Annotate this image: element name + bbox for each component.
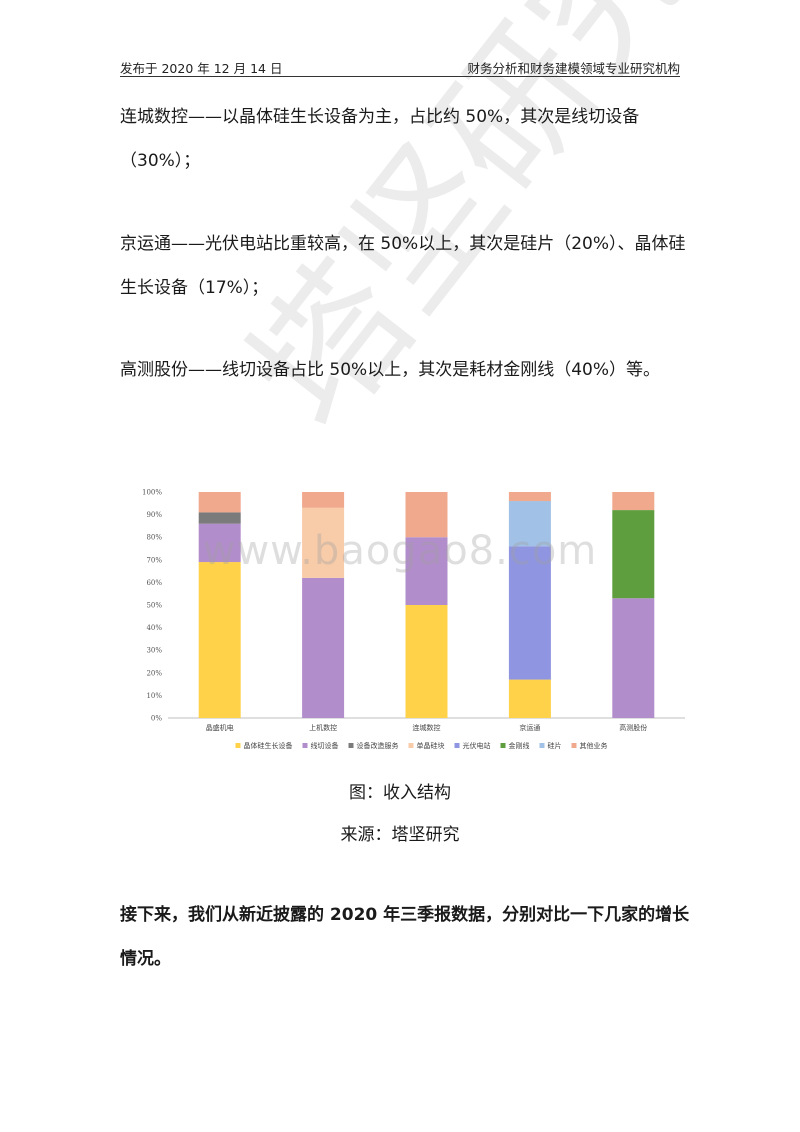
- y-tick-label: 10%: [146, 692, 162, 700]
- paragraph-gaoce: 高测股份——线切设备占比 50%以上，其次是耗材金刚线（40%）等。: [120, 360, 660, 380]
- category-label: 京运通: [519, 723, 540, 732]
- legend-swatch: [571, 743, 577, 748]
- y-tick-label: 100%: [142, 489, 162, 497]
- revenue-structure-chart: 0% 10% 20% 30% 40% 50% 60% 70% 80% 90% 100% 晶盛机电 上机数…: [142, 489, 685, 750]
- legend-label: 晶体硅生长设备: [244, 741, 293, 750]
- bar-segment: [405, 492, 448, 538]
- y-tick-label: 90%: [146, 511, 162, 519]
- legend-swatch: [235, 743, 241, 748]
- legend-label: 金刚线: [509, 741, 530, 750]
- legend-swatch: [408, 743, 414, 748]
- paragraph-jingyuntong: 京运通——光伏电站比重较高，在 50%以上，其次是硅片（20%）、晶体硅生长设备…: [120, 234, 686, 298]
- legend-label: 线切设备: [311, 741, 339, 750]
- bar-segment: [198, 492, 241, 513]
- y-tick-label: 60%: [146, 579, 162, 587]
- organization-name: 财务分析和财务建模领域专业研究机构: [467, 61, 680, 76]
- figure-caption: 图：收入结构: [349, 783, 451, 803]
- figure-source: 来源：塔坚研究: [340, 825, 460, 845]
- closing-paragraph: 接下来，我们从新近披露的 2020 年三季报数据，分别对比一下几家的增长情况。: [120, 905, 690, 969]
- publish-date: 发布于 2020 年 12 月 14 日: [120, 61, 283, 76]
- page-header: 发布于 2020 年 12 月 14 日 财务分析和财务建模领域专业研究机构: [120, 56, 680, 77]
- category-label: 连城数控: [413, 723, 441, 732]
- y-tick-label: 40%: [146, 624, 162, 632]
- legend-label: 其他业务: [580, 741, 608, 750]
- y-tick-label: 0%: [151, 715, 162, 723]
- legend-swatch: [302, 743, 308, 748]
- bar-segment: [508, 501, 551, 547]
- bar-segment: [405, 605, 448, 718]
- paragraph-liancheng: 连城数控——以晶体硅生长设备为主，占比约 50%，其次是线切设备（30%）；: [120, 107, 640, 171]
- bar-segment: [405, 537, 448, 605]
- bar-segment: [508, 492, 551, 502]
- bar-segment: [612, 510, 655, 599]
- legend-label: 单晶硅块: [417, 741, 445, 750]
- bar-segment: [612, 492, 655, 511]
- legend-label: 设备改造服务: [357, 741, 399, 750]
- legend-label: 硅片: [548, 741, 562, 750]
- category-label: 晶盛机电: [206, 723, 234, 732]
- bar-segment: [508, 546, 551, 680]
- bar-segment: [198, 512, 241, 524]
- y-tick-label: 30%: [146, 647, 162, 655]
- bar-segment: [508, 679, 551, 718]
- y-tick-label: 80%: [146, 534, 162, 542]
- y-tick-label: 50%: [146, 602, 162, 610]
- legend-swatch: [454, 743, 460, 748]
- category-label: 高测股份: [619, 723, 647, 732]
- category-label: 上机数控: [309, 723, 337, 732]
- bar-segment: [302, 507, 345, 578]
- bar-segment: [302, 577, 345, 718]
- bar-segment: [302, 492, 345, 508]
- y-tick-label: 20%: [146, 669, 162, 677]
- bar-segment: [612, 598, 655, 718]
- legend-label: 光伏电站: [463, 741, 491, 750]
- legend-swatch: [539, 743, 545, 748]
- y-tick-label: 70%: [146, 556, 162, 564]
- legend-swatch: [500, 743, 506, 748]
- bar-segment: [198, 523, 241, 563]
- legend-swatch: [348, 743, 354, 748]
- bar-segment: [198, 562, 241, 718]
